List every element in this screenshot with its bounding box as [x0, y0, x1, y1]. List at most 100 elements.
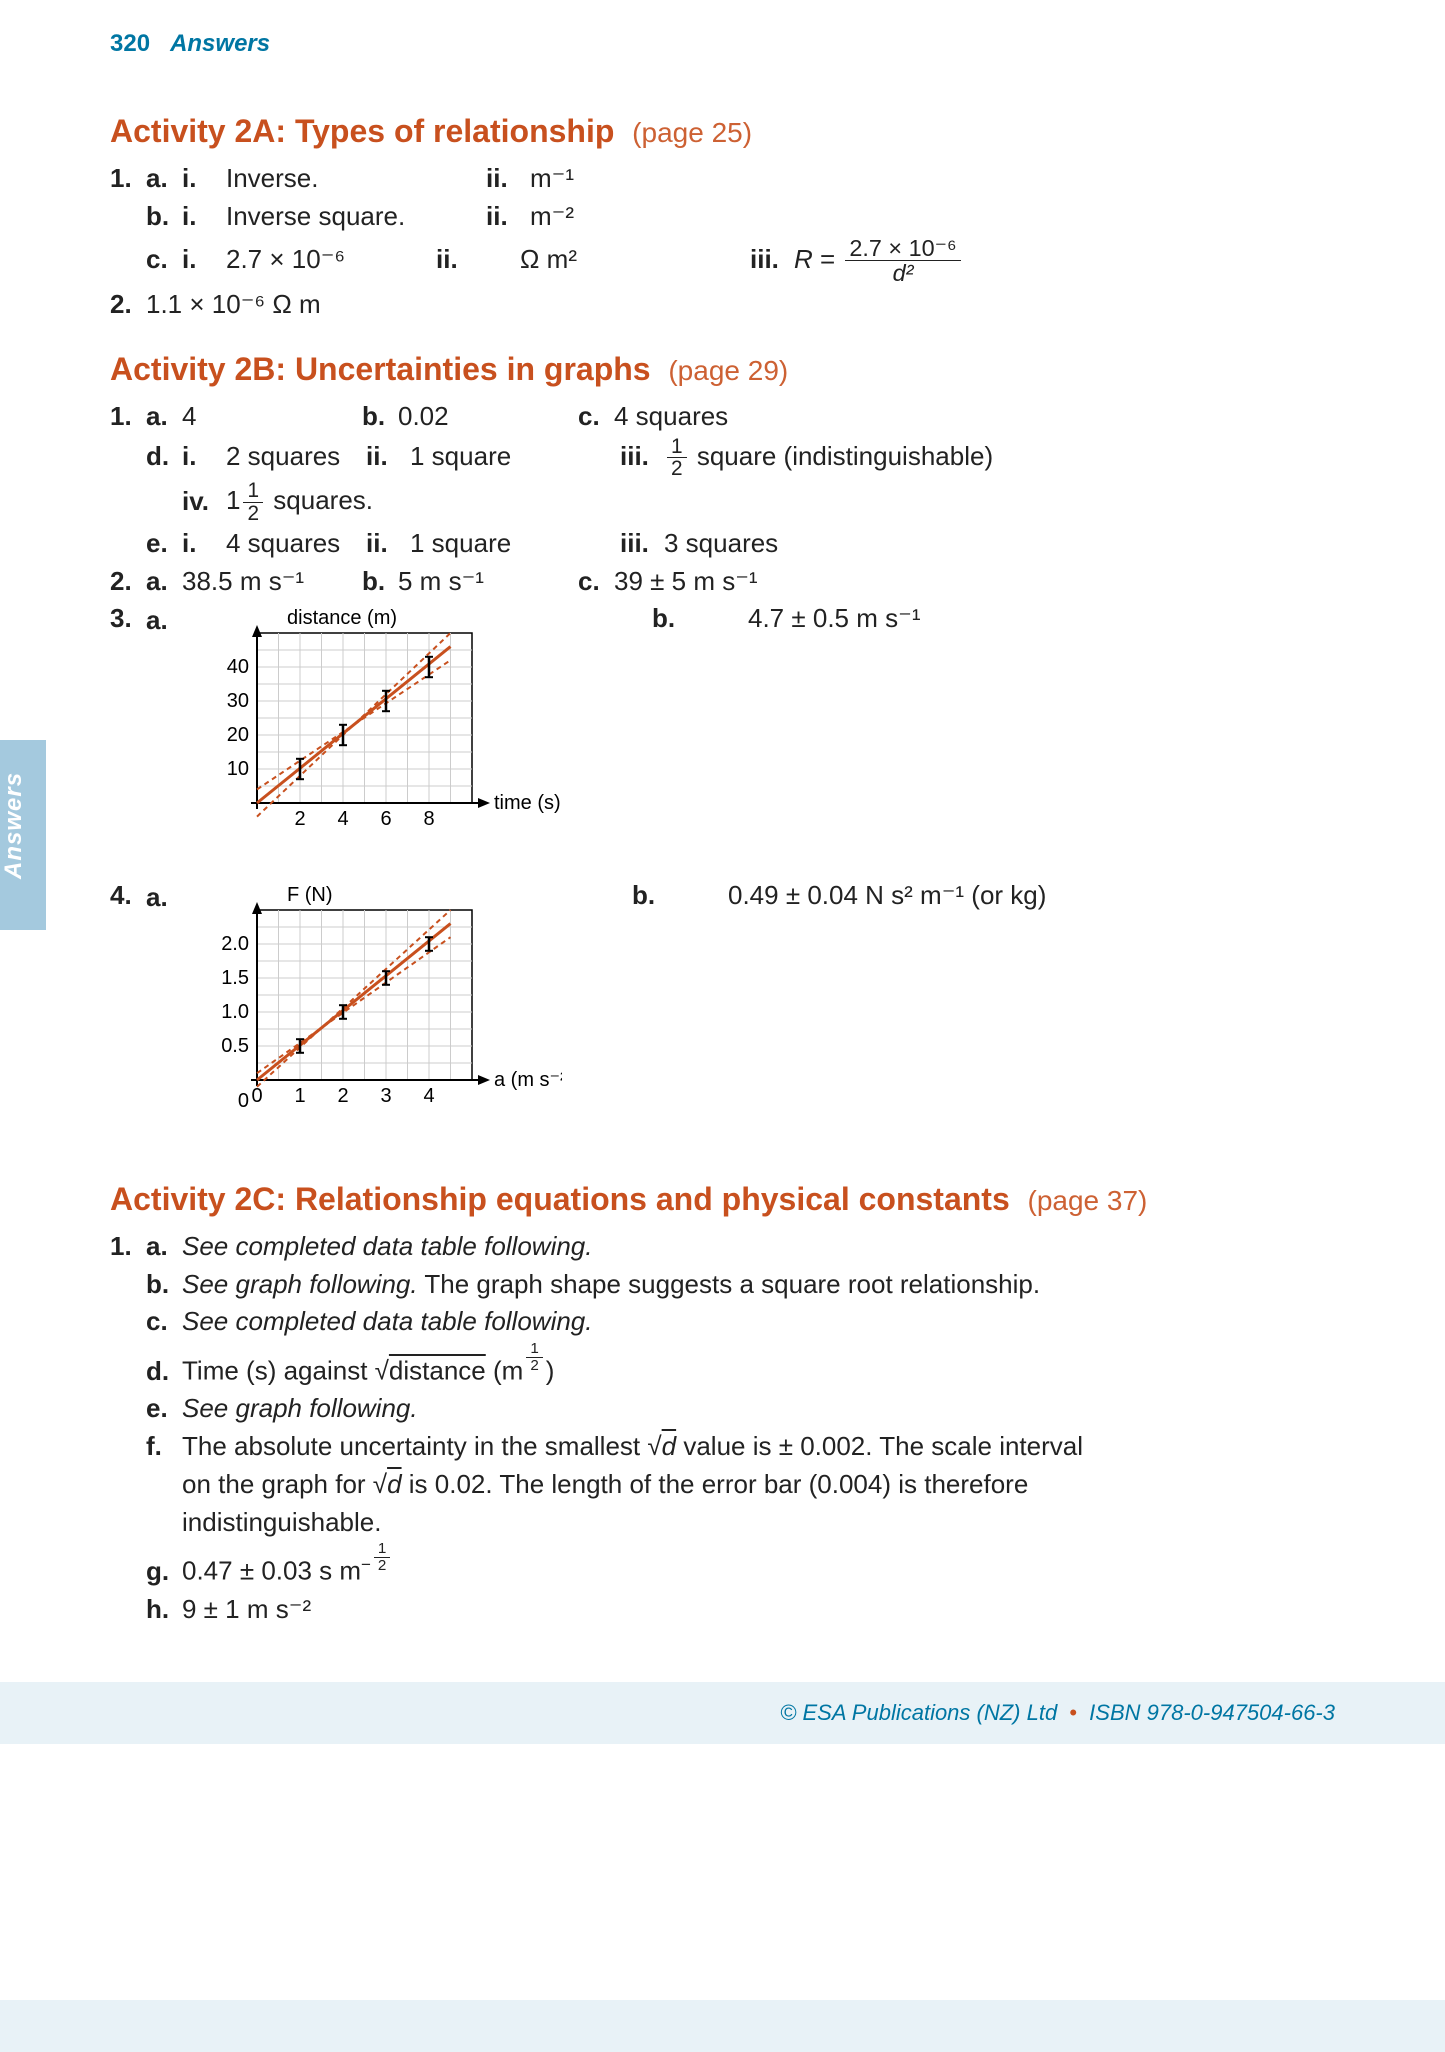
svg-text:0.5: 0.5 — [221, 1035, 249, 1057]
q-roman: ii. — [436, 241, 480, 279]
answer-text: 4 squares — [614, 398, 728, 436]
answer-text: 1 square — [410, 438, 620, 476]
svg-text:0: 0 — [251, 1085, 262, 1107]
answer-text: 2 squares — [226, 438, 366, 476]
answer-text: See graph following. — [182, 1390, 418, 1428]
q-letter: d. — [146, 1353, 182, 1391]
ans-2b-1d-iv: iv. 112 squares. — [110, 480, 1335, 525]
q-roman: i. — [182, 241, 226, 279]
q-roman: iii. — [750, 241, 794, 279]
q-number: 4. — [110, 877, 146, 915]
page-number: 320 — [110, 30, 150, 57]
q-roman: ii. — [486, 160, 530, 198]
svg-text:1.0: 1.0 — [221, 1001, 249, 1023]
q-letter: a. — [146, 563, 182, 601]
answer-text: See completed data table following. — [182, 1303, 593, 1341]
q-letter: e. — [146, 525, 182, 563]
answer-text: 12 square (indistinguishable) — [664, 436, 993, 481]
answer-text: Time (s) against √distance (m12) — [182, 1341, 554, 1390]
q-letter: b. — [146, 1266, 182, 1304]
q-letter: a. — [146, 600, 182, 640]
q-letter: c. — [578, 398, 614, 436]
ans-2c-1e: e. See graph following. — [110, 1390, 1335, 1428]
ans-2b-1e: e. i. 4 squares ii. 1 square iii. 3 squa… — [110, 525, 1335, 563]
ans-2c-1f: f. The absolute uncertainty in the small… — [110, 1428, 1335, 1541]
answer-text: 2.7 × 10⁻⁶ — [226, 241, 436, 279]
ans-2a-1c: c. i. 2.7 × 10⁻⁶ ii. Ω m² iii. R = 2.7 ×… — [110, 236, 1335, 286]
q-letter: a. — [146, 398, 182, 436]
ans-2a-1a: 1. a. i. Inverse. ii. m⁻¹ — [110, 160, 1335, 198]
svg-text:2.0: 2.0 — [221, 933, 249, 955]
q-letter: b. — [652, 600, 688, 638]
chart-4a: 012340.51.01.52.0F (N)a (m s⁻²)0 — [202, 885, 562, 1146]
ans-2b-1abc: 1. a. 4 b. 0.02 c. 4 squares — [110, 398, 1335, 436]
ans-2c-1b: b. See graph following. The graph shape … — [110, 1266, 1335, 1304]
q-letter: b. — [362, 398, 398, 436]
activity-2b-title: Activity 2B: Uncertainties in graphs (pa… — [110, 346, 1335, 392]
q-letter: b. — [632, 877, 668, 915]
answer-text: Inverse square. — [226, 198, 486, 236]
q-roman: i. — [182, 160, 226, 198]
q-letter: g. — [146, 1553, 182, 1591]
q-roman: i. — [182, 525, 226, 563]
svg-text:0: 0 — [238, 1090, 249, 1112]
activity-2c-title: Activity 2C: Relationship equations and … — [110, 1176, 1335, 1222]
svg-text:40: 40 — [227, 656, 249, 678]
svg-text:8: 8 — [423, 808, 434, 830]
answer-text: Inverse. — [226, 160, 486, 198]
q-letter: a. — [146, 877, 182, 917]
ans-2c-1g: g. 0.47 ± 0.03 s m−12 — [110, 1541, 1335, 1590]
q-letter: e. — [146, 1390, 182, 1428]
answer-text: 0.47 ± 0.03 s m−12 — [182, 1541, 393, 1590]
page-footer: © ESA Publications (NZ) Ltd • ISBN 978-0… — [0, 1682, 1445, 1744]
q-letter: c. — [146, 1303, 182, 1341]
ans-2a-1b: b. i. Inverse square. ii. m⁻² — [110, 198, 1335, 236]
answer-text: 1.1 × 10⁻⁶ Ω m — [146, 286, 321, 324]
q-roman: ii. — [366, 525, 410, 563]
q-letter: b. — [362, 563, 398, 601]
q-roman: i. — [182, 438, 226, 476]
answer-text: See completed data table following. — [182, 1228, 593, 1266]
answer-text: m⁻² — [530, 198, 574, 236]
q-number: 1. — [110, 398, 146, 436]
answer-text: 0.49 ± 0.04 N s² m⁻¹ (or kg) — [728, 877, 1046, 915]
ans-2b-4: 4. a. 012340.51.01.52.0F (N)a (m s⁻²)0 b… — [110, 877, 1335, 1154]
svg-text:4: 4 — [423, 1085, 434, 1107]
q-number: 2. — [110, 563, 146, 601]
q-letter: a. — [146, 1228, 182, 1266]
ans-2c-1c: c. See completed data table following. — [110, 1303, 1335, 1341]
answer-text: 3 squares — [664, 525, 778, 563]
activity-page-ref: (page 37) — [1028, 1185, 1148, 1216]
activity-title-text: Activity 2C: Relationship equations and … — [110, 1181, 1010, 1217]
ans-2b-2: 2. a. 38.5 m s⁻¹ b. 5 m s⁻¹ c. 39 ± 5 m … — [110, 563, 1335, 601]
activity-title-text: Activity 2A: Types of relationship — [110, 113, 614, 149]
ans-2b-3: 3. a. 246810203040distance (m)time (s) b… — [110, 600, 1335, 877]
q-letter: c. — [578, 563, 614, 601]
ans-2b-1d: d. i. 2 squares ii. 1 square iii. 12 squ… — [110, 436, 1335, 481]
answer-text: m⁻¹ — [530, 160, 574, 198]
q-roman: iii. — [620, 525, 664, 563]
activity-page-ref: (page 25) — [632, 117, 752, 148]
page-content: Activity 2A: Types of relationship (page… — [0, 76, 1445, 1658]
answer-text: 38.5 m s⁻¹ — [182, 563, 362, 601]
answer-text: 5 m s⁻¹ — [398, 563, 578, 601]
chart-3a: 246810203040distance (m)time (s) — [202, 608, 562, 869]
footer-isbn: ISBN 978-0-947504-66-3 — [1089, 1700, 1335, 1725]
page-header-title: Answers — [170, 30, 270, 57]
svg-text:4: 4 — [337, 808, 348, 830]
svg-text:30: 30 — [227, 690, 249, 712]
answer-formula: R = 2.7 × 10⁻⁶d² — [794, 236, 964, 286]
q-roman: iii. — [620, 438, 664, 476]
textbook-page: Answers 320 Answers Activity 2A: Types o… — [0, 0, 1445, 2000]
activity-title-text: Activity 2B: Uncertainties in graphs — [110, 351, 651, 387]
q-letter: h. — [146, 1591, 182, 1629]
svg-text:a (m s⁻²): a (m s⁻²) — [494, 1069, 562, 1091]
svg-text:1: 1 — [294, 1085, 305, 1107]
answer-text: 0.02 — [398, 398, 578, 436]
q-letter: f. — [146, 1428, 182, 1466]
ans-2c-1d: d. Time (s) against √distance (m12) — [110, 1341, 1335, 1390]
q-number: 1. — [110, 160, 146, 198]
activity-2a-title: Activity 2A: Types of relationship (page… — [110, 108, 1335, 154]
svg-text:time (s): time (s) — [494, 792, 561, 814]
ans-2c-1h: h. 9 ± 1 m s⁻² — [110, 1591, 1335, 1629]
